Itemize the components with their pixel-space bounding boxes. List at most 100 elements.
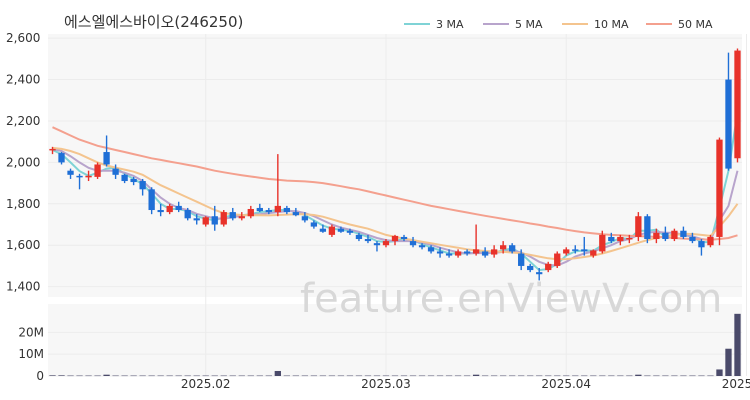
candle	[58, 152, 65, 165]
ma-line-50-ma	[52, 126, 738, 241]
date-axis-ticks: 2025.02 2025.03 2025.04 2025.05	[181, 377, 750, 391]
candle	[400, 234, 408, 242]
volume-bar	[355, 375, 363, 377]
candle-body	[445, 253, 453, 256]
candle	[166, 203, 173, 215]
volume-bar	[238, 375, 245, 377]
volume-bar	[608, 375, 615, 377]
volume-axis-ticks: 0 10M 20M	[18, 325, 44, 383]
candle	[175, 201, 182, 213]
volume-bar	[94, 375, 101, 377]
candle-body	[590, 250, 597, 256]
candle	[725, 52, 732, 171]
candle-body	[581, 249, 588, 252]
volume-bar	[103, 374, 110, 376]
candle-body	[500, 245, 507, 250]
candle	[436, 247, 444, 258]
candle	[274, 154, 281, 217]
candle-body	[301, 216, 309, 221]
candle-body	[644, 216, 651, 240]
volume-bar	[599, 375, 606, 377]
candle-body	[671, 230, 678, 240]
candle	[139, 178, 146, 196]
volume-bar	[644, 375, 651, 377]
volume-bar	[175, 375, 182, 377]
candle-body	[112, 168, 119, 175]
candle-body	[481, 251, 489, 256]
volume-bar	[184, 375, 191, 377]
date-tick-label: 2025.04	[541, 377, 591, 391]
candle	[355, 232, 363, 242]
candle-body	[734, 50, 741, 159]
volume-bar	[373, 375, 381, 377]
candle	[518, 249, 525, 271]
volume-bar	[481, 375, 489, 377]
candle	[509, 243, 516, 254]
volume-bar	[653, 375, 660, 377]
candle-body	[166, 205, 173, 213]
candle	[310, 220, 318, 229]
candle-body	[509, 245, 516, 252]
candle	[617, 234, 624, 246]
volume-tick-label: 10M	[18, 347, 44, 361]
volume-bar	[283, 375, 290, 377]
candle	[599, 230, 606, 254]
candle-body	[337, 228, 345, 232]
candle-body	[689, 236, 696, 242]
volume-bar	[193, 375, 200, 377]
candle-body	[454, 251, 462, 256]
volume-bar	[67, 375, 74, 377]
candle-body	[608, 236, 615, 242]
candle	[445, 249, 453, 258]
candle	[698, 239, 705, 256]
candle	[391, 234, 399, 246]
candle	[121, 173, 128, 184]
candle	[463, 249, 471, 256]
volume-bar	[418, 375, 426, 377]
candle-body	[662, 232, 669, 240]
candle-body	[725, 79, 732, 169]
candle	[238, 212, 245, 221]
candle-body	[103, 152, 110, 165]
candle-body	[698, 241, 705, 248]
volume-bar	[202, 375, 209, 377]
candle-body	[490, 249, 498, 255]
candle-body	[157, 210, 164, 213]
candle	[184, 207, 191, 221]
candle-body	[418, 245, 426, 248]
candle	[319, 224, 327, 233]
candle-body	[283, 207, 290, 213]
volume-bar	[454, 375, 462, 377]
candle	[103, 135, 110, 167]
volume-bar	[734, 313, 741, 376]
price-tick-label: 1,400	[6, 280, 40, 294]
volume-bar	[509, 375, 516, 377]
candle-body	[554, 253, 561, 266]
volume-bar	[626, 375, 633, 377]
candle-body	[130, 178, 137, 183]
candle	[653, 228, 660, 244]
candle	[373, 241, 381, 252]
volume-bar	[518, 375, 525, 377]
volume-bar	[409, 375, 417, 377]
candle	[716, 137, 723, 246]
legend-item: 10 MA	[562, 18, 629, 31]
candle	[49, 146, 56, 155]
volume-bar	[490, 375, 498, 377]
candle-body	[94, 164, 101, 177]
candle	[590, 249, 597, 258]
volume-bar	[472, 374, 480, 376]
volume-bar	[58, 375, 65, 376]
volume-bar	[274, 370, 281, 376]
candle	[229, 207, 236, 221]
volume-bar	[382, 375, 390, 377]
candle-body	[463, 251, 471, 254]
candle-body	[680, 230, 687, 237]
candle	[490, 245, 498, 258]
candle	[635, 212, 642, 242]
candle	[211, 205, 218, 231]
volume-bar	[500, 375, 507, 377]
candle	[500, 241, 507, 254]
volume-bar	[247, 375, 254, 377]
